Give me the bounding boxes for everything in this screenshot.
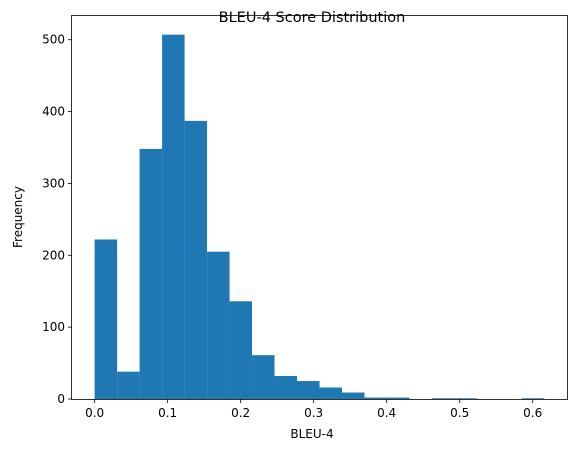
histogram-bar: [386, 397, 410, 399]
histogram-bar: [139, 148, 163, 399]
histogram-bar: [94, 239, 118, 399]
x-axis: 0.0 0.1 0.2 0.3 0.4 0.5 0.6: [85, 399, 542, 420]
histogram-bar: [184, 120, 208, 399]
histogram-bar: [521, 398, 545, 399]
y-tick-label: 100: [42, 320, 65, 334]
histogram-bar: [319, 387, 342, 399]
histogram-bar: [297, 381, 320, 399]
histogram-bar: [274, 376, 298, 399]
histogram-bar: [207, 251, 230, 399]
histogram-bar: [431, 398, 455, 399]
histogram-bar: [454, 398, 477, 399]
x-tick-label: 0.4: [377, 406, 396, 420]
histogram-bar: [229, 301, 253, 399]
histogram-bar: [341, 392, 365, 399]
y-axis: 0 100 200 300 400 500: [42, 33, 72, 406]
y-tick-label: 0: [57, 392, 65, 406]
y-tick-label: 200: [42, 248, 65, 262]
chart-title: BLEU-4 Score Distribution: [219, 10, 406, 26]
y-tick-label: 300: [42, 176, 65, 190]
histogram-bar: [162, 34, 185, 400]
x-tick-label: 0.1: [158, 406, 177, 420]
y-tick-label: 400: [42, 105, 65, 119]
histogram-bar: [364, 397, 387, 399]
x-axis-label: BLEU-4: [290, 427, 333, 441]
plot-frame: [71, 15, 568, 400]
x-tick-label: 0.5: [450, 406, 469, 420]
bars-group: [94, 34, 545, 400]
histogram-bar: [252, 355, 275, 399]
x-tick-label: 0.2: [231, 406, 250, 420]
x-tick-label: 0.6: [523, 406, 542, 420]
y-tick-label: 500: [42, 33, 65, 47]
y-axis-label: Frequency: [11, 186, 25, 248]
histogram-bar: [117, 371, 140, 399]
x-tick-label: 0.3: [304, 406, 323, 420]
x-tick-label: 0.0: [85, 406, 104, 420]
